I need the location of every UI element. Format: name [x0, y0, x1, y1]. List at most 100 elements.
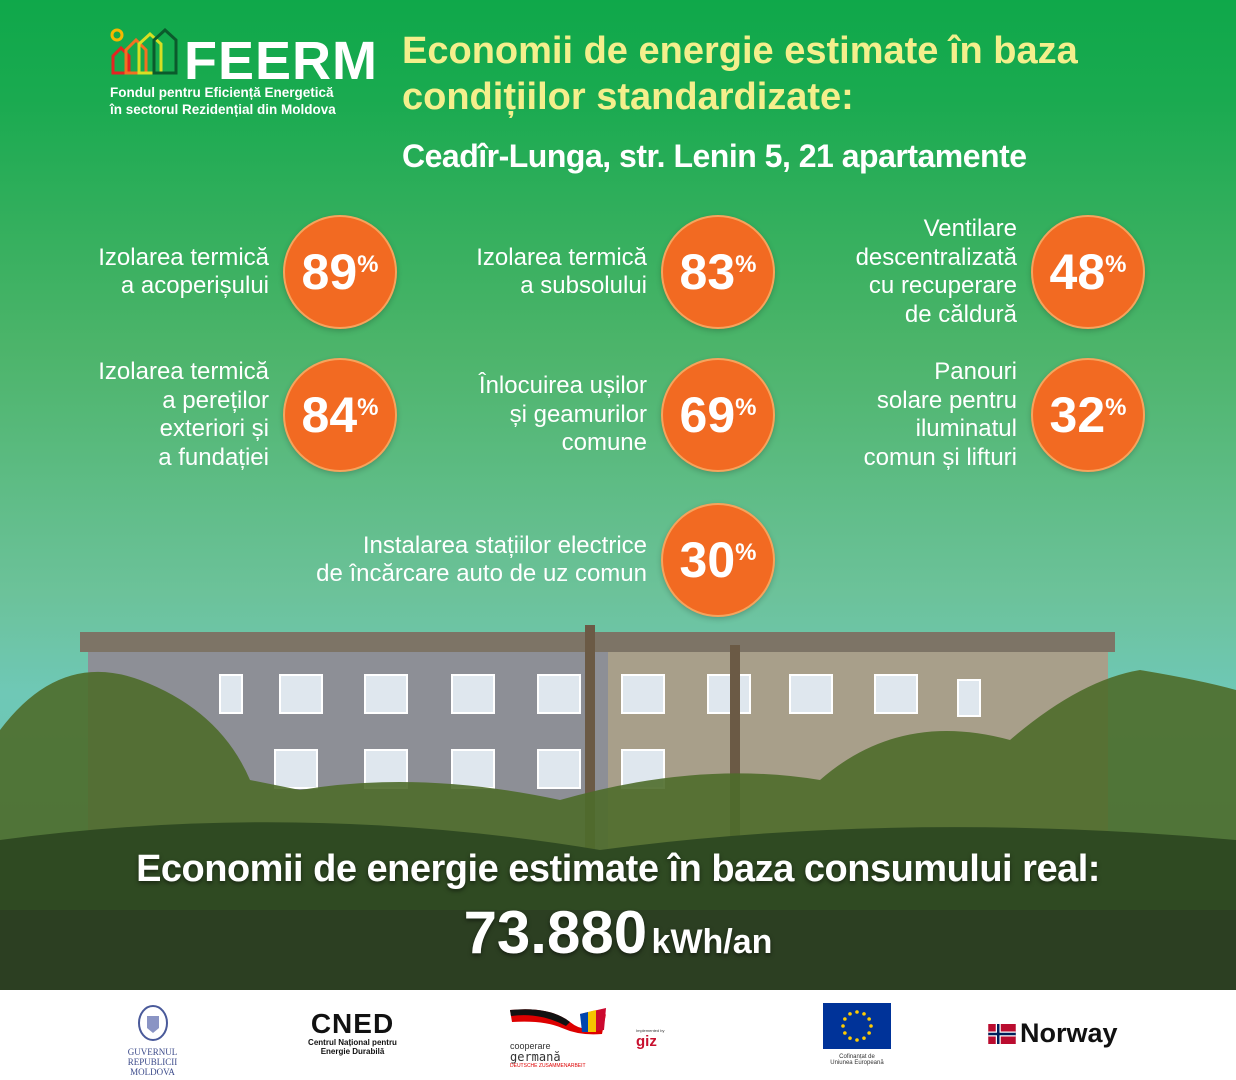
norway-flag-icon	[988, 1023, 1016, 1044]
gov-line: REPUBLICII MOLDOVA	[127, 1057, 178, 1077]
percent-badge: 30%	[661, 503, 775, 617]
savings-measure: Înlocuirea ușilor și geamurilor comune 69%	[479, 358, 775, 472]
percent-sign: %	[1105, 394, 1127, 421]
percent-badge: 89%	[283, 215, 397, 329]
eu-star-icon	[843, 1017, 847, 1021]
measure-label-line: Înlocuirea ușilor	[478, 372, 647, 400]
measure-label-line: a fundației	[158, 443, 269, 471]
eu-star-icon	[867, 1031, 871, 1035]
houses-logo-icon	[110, 28, 178, 75]
eu-star-icon	[862, 1012, 866, 1016]
logo-subtitle: Fondul pentru Eficiență Energetică în se…	[110, 84, 336, 118]
measure-label: Ventilare descentralizată cu recuperare de …	[856, 215, 1017, 329]
logo-wordmark: FEERM	[184, 31, 378, 91]
real-savings: 73.880 kWh/an	[0, 898, 1236, 967]
measure-label-line: descentralizată	[855, 243, 1017, 271]
measure-label-line: Izolarea termică	[98, 243, 269, 271]
percent-sign: %	[735, 394, 757, 421]
savings-measure: Ventilare descentralizată cu recuperare de …	[856, 215, 1145, 329]
measure-label-line: Instalarea stațiilor electrice	[362, 531, 647, 559]
apartment-count: 21 apartamente	[798, 138, 1027, 174]
measure-label-line: de căldură	[904, 300, 1017, 328]
percent-value: 30	[679, 532, 736, 588]
savings-measure: Izolarea termică a pereților exteriori și a…	[98, 358, 397, 472]
eu-star-icon	[848, 1036, 852, 1040]
address-location: Ceadîr-Lunga, str. Lenin 5,	[402, 138, 791, 174]
measure-label: Înlocuirea ușilor și geamurilor comune	[479, 372, 647, 458]
percent-sign: %	[735, 539, 757, 566]
percent-badge: 48%	[1031, 215, 1145, 329]
norway-wordmark: Norway	[1020, 1018, 1118, 1048]
measure-label-line: comune	[561, 429, 647, 457]
eu-line: Uniunea Europeană	[830, 1060, 884, 1066]
percent-badge: 69%	[661, 358, 775, 472]
flag-ribbon-icon	[510, 1008, 606, 1035]
cned-line: Centrul Național pentru	[308, 1038, 397, 1047]
eu-star-icon	[848, 1012, 852, 1016]
eu-star-icon	[869, 1024, 873, 1028]
coat-of-arms-icon	[137, 1005, 168, 1041]
measure-label: Instalarea stațiilor electrice de încărca…	[316, 532, 647, 589]
savings-measure: Izolarea termică a subsolului 83%	[476, 215, 775, 329]
measure-label: Izolarea termică a acoperișului	[98, 244, 269, 301]
measure-label-line: de încărcare auto de uz comun	[316, 560, 647, 587]
eu-star-icon	[843, 1031, 847, 1035]
percent-value: 84	[301, 387, 358, 443]
percent-value: 69	[679, 387, 736, 443]
logo-subtitle-line: în sectorul Rezidențial din Moldova	[110, 102, 336, 117]
page-title: Economii de energie estimate în baza con…	[402, 30, 1078, 118]
eu-flag-icon	[823, 1003, 891, 1049]
measure-label-line: Panouri	[934, 358, 1017, 385]
eu-star-icon	[862, 1036, 866, 1040]
measure-label-line: Izolarea termică	[476, 243, 647, 271]
measure-label-line: solare pentru	[876, 386, 1017, 414]
percent-value: 83	[679, 244, 736, 300]
measure-label-line: și geamurilor	[509, 400, 647, 428]
eu-logo: Cofinanțat de Uniunea Europeană	[822, 1003, 892, 1066]
real-consumption-title: Economii de energie estimate în baza con…	[136, 848, 1100, 890]
measure-label: Izolarea termică a subsolului	[476, 244, 647, 301]
gov-line: GUVERNUL	[127, 1047, 178, 1057]
hero-section: FEERM Fondul pentru Eficiență Energetică…	[0, 0, 1236, 990]
measure-label-line: iluminatul	[915, 415, 1017, 442]
savings-measure: Panouri solare pentru iluminatul comun și l…	[864, 358, 1145, 472]
eu-star-icon	[841, 1024, 845, 1028]
partner-logos-footer: GUVERNUL REPUBLICII MOLDOVA CNED Centrul…	[0, 990, 1236, 1080]
savings-measure: Izolarea termică a acoperișului 89%	[98, 215, 397, 329]
measure-label-line: cu recuperare	[868, 272, 1017, 299]
measure-label-line: Izolarea termică	[98, 358, 269, 385]
norway-logo: Norway	[988, 1018, 1128, 1049]
giz-logo: Implemented by giz	[636, 1028, 706, 1050]
percent-badge: 84%	[283, 358, 397, 472]
giz-wordmark: giz	[636, 1033, 657, 1050]
measure-label-line: Ventilare	[923, 215, 1017, 242]
savings-measure: Instalarea stațiilor electrice de încărca…	[316, 503, 775, 617]
german-line: cooperare	[510, 1041, 551, 1051]
building-photo	[0, 625, 1236, 990]
savings-unit: kWh/an	[651, 923, 773, 961]
percent-value: 89	[301, 244, 358, 300]
percent-badge: 32%	[1031, 358, 1145, 472]
government-logo: GUVERNUL REPUBLICII MOLDOVA	[105, 1004, 200, 1077]
cned-line: Energie Durabilă	[320, 1047, 385, 1056]
measure-label-line: exteriori și	[159, 415, 269, 442]
german-line: DEUTSCHE ZUSAMMENARBEIT	[510, 1063, 586, 1069]
percent-sign: %	[735, 251, 757, 278]
percent-sign: %	[357, 251, 379, 278]
measure-label: Izolarea termică a pereților exteriori și a…	[98, 358, 269, 472]
german-line: germană	[510, 1050, 561, 1064]
savings-value: 73.880	[463, 899, 648, 966]
cned-logo: CNED Centrul Național pentru Energie Dur…	[300, 1010, 405, 1057]
measure-label-line: comun și lifturi	[863, 443, 1017, 471]
measure-label-line: a subsolului	[520, 272, 647, 299]
eu-star-icon	[855, 1038, 859, 1042]
percent-badge: 83%	[661, 215, 775, 329]
german-cooperation-logo: cooperare germană DEUTSCHE ZUSAMMENARBEI…	[510, 1006, 610, 1069]
percent-value: 32	[1049, 387, 1106, 443]
giz-impl: Implemented by	[636, 1028, 665, 1033]
measure-label-line: a pereților	[162, 386, 269, 414]
measure-label: Panouri solare pentru iluminatul comun și l…	[864, 358, 1017, 472]
percent-value: 48	[1049, 244, 1106, 300]
measure-label-line: a acoperișului	[120, 272, 269, 299]
address: Ceadîr-Lunga, str. Lenin 5, 21 apartamen…	[402, 138, 1027, 175]
